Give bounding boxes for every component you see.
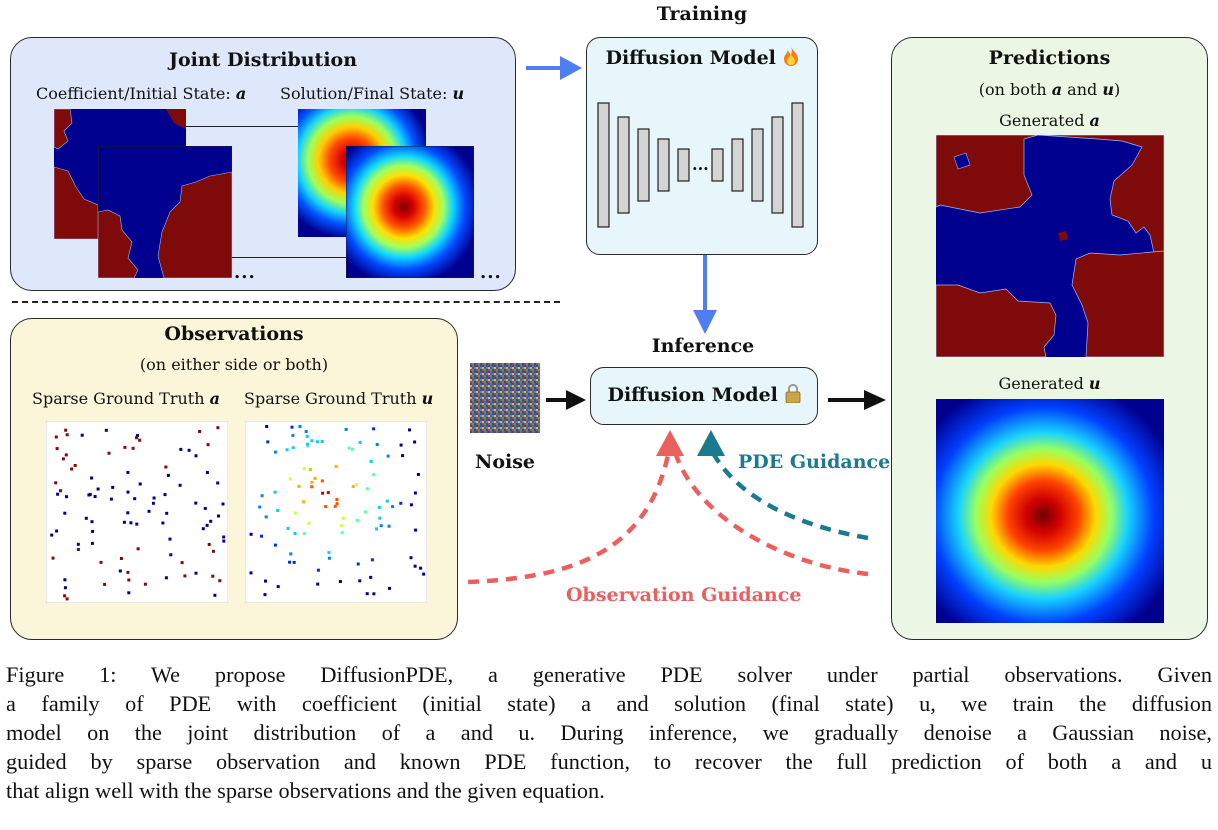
observation-guidance-curve-right xyxy=(673,454,869,577)
coefficient-ellipsis: ... xyxy=(234,262,256,283)
inference-model-label: Diffusion Model xyxy=(590,383,818,406)
solution-ellipsis: ... xyxy=(480,262,502,283)
observation-guidance-arrowhead xyxy=(656,430,684,456)
coefficient-sample-front xyxy=(98,146,232,278)
generated-a-label: Generated a xyxy=(999,111,1100,130)
caption-line: a family of PDE with coefficient (initia… xyxy=(6,691,1212,716)
noise-label: Noise xyxy=(474,451,536,473)
inference-model-box xyxy=(590,367,818,425)
inference-header: Inference xyxy=(651,335,755,357)
sparse-a-label: Sparse Ground Truth a xyxy=(32,389,220,408)
lock-icon xyxy=(785,383,800,404)
predictions-subtitle: (on both a and u) xyxy=(978,80,1121,99)
unet-ellipsis: ... xyxy=(692,155,709,174)
caption-line: model on the joint distribution of a and… xyxy=(6,720,1212,745)
observation-guidance-label: Observation Guidance xyxy=(566,584,802,606)
observations-subtitle: (on either side or both) xyxy=(139,355,329,374)
sparse-u-label: Sparse Ground Truth u xyxy=(244,389,434,408)
predictions-title: Predictions xyxy=(988,47,1111,69)
caption-line: that align well with the sparse observat… xyxy=(6,778,605,803)
section-divider xyxy=(12,301,560,303)
pde-guidance-label: PDE Guidance xyxy=(738,451,891,473)
sparse-observation-u xyxy=(245,421,427,603)
observations-title: Observations xyxy=(164,323,304,345)
link-line-top xyxy=(186,126,298,127)
generated-a-image xyxy=(936,135,1164,357)
figure-caption: Figure 1: We propose DiffusionPDE, a gen… xyxy=(6,660,1212,805)
generated-u-label: Generated u xyxy=(998,374,1101,393)
observation-guidance-curve-left xyxy=(467,454,671,585)
gaussian-noise-image xyxy=(470,363,540,433)
training-header: Training xyxy=(656,3,748,25)
training-model-label: Diffusion Model xyxy=(586,46,818,69)
weights-transfer-arrowhead xyxy=(693,310,717,334)
pde-guidance-arrowhead xyxy=(697,430,725,456)
pde-guidance-curve xyxy=(711,451,869,541)
training-data-arrowhead xyxy=(560,56,582,80)
solution-sample-front xyxy=(346,146,474,278)
solution-label: Solution/Final State: u xyxy=(280,84,465,103)
sparse-observation-a xyxy=(46,421,228,603)
fire-icon xyxy=(783,46,798,66)
generated-u-image xyxy=(936,399,1164,623)
caption-line: Figure 1: We propose DiffusionPDE, a gen… xyxy=(6,662,1212,687)
link-line-bottom xyxy=(232,257,346,258)
unet-architecture-icon xyxy=(597,102,804,228)
noise-input-arrowhead xyxy=(566,390,586,410)
joint-distribution-title: Joint Distribution xyxy=(168,49,358,71)
caption-line: guided by sparse observation and known P… xyxy=(6,749,1212,774)
coefficient-label: Coefficient/Initial State: a xyxy=(36,84,247,103)
prediction-output-arrowhead xyxy=(864,390,886,410)
flow-arrows xyxy=(467,56,886,585)
